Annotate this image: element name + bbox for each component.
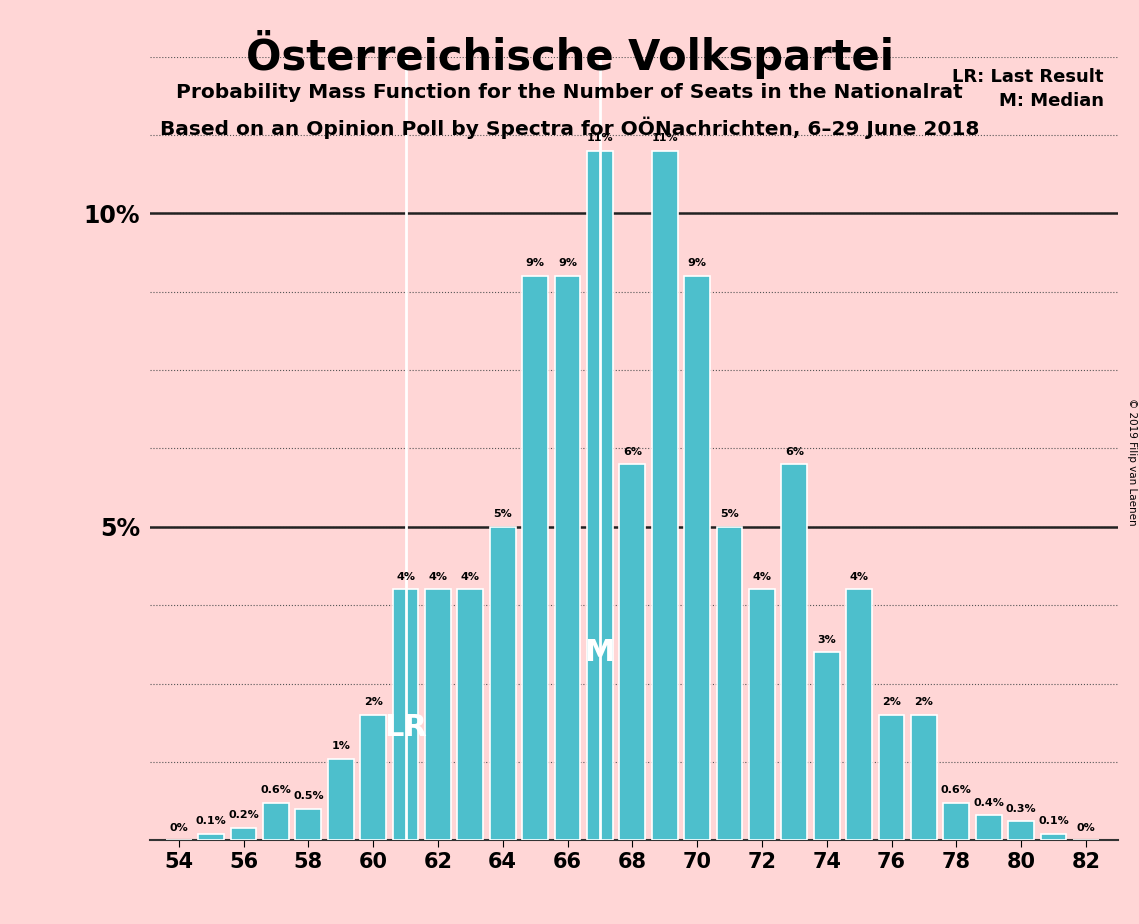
Text: 5%: 5%: [720, 509, 739, 519]
Text: LR: Last Result: LR: Last Result: [952, 68, 1104, 86]
Text: 4%: 4%: [850, 572, 869, 582]
Text: 4%: 4%: [428, 572, 448, 582]
Text: 0.1%: 0.1%: [196, 817, 227, 826]
Text: 6%: 6%: [785, 446, 804, 456]
Bar: [878, 715, 904, 840]
Text: 4%: 4%: [461, 572, 480, 582]
Bar: [813, 652, 839, 840]
Text: 5%: 5%: [493, 509, 513, 519]
Bar: [716, 527, 743, 840]
Bar: [943, 803, 969, 840]
Bar: [1041, 834, 1066, 840]
Bar: [846, 590, 872, 840]
Text: 0.6%: 0.6%: [261, 785, 292, 795]
Text: 1%: 1%: [331, 741, 350, 751]
Text: LR: LR: [384, 713, 427, 742]
Text: 4%: 4%: [753, 572, 771, 582]
Bar: [522, 276, 548, 840]
Bar: [393, 590, 418, 840]
Bar: [781, 464, 808, 840]
Text: 0.1%: 0.1%: [1038, 817, 1068, 826]
Text: 3%: 3%: [818, 635, 836, 645]
Text: 2%: 2%: [882, 698, 901, 708]
Text: 0%: 0%: [1076, 822, 1096, 833]
Text: M: Median: M: Median: [999, 91, 1104, 110]
Bar: [976, 815, 1001, 840]
Text: Based on an Opinion Poll by Spectra for OÖNachrichten, 6–29 June 2018: Based on an Opinion Poll by Spectra for …: [159, 116, 980, 139]
Text: Österreichische Volkspartei: Österreichische Volkspartei: [246, 30, 893, 79]
Bar: [230, 828, 256, 840]
Bar: [198, 834, 224, 840]
Text: 9%: 9%: [558, 259, 577, 269]
Text: 2%: 2%: [915, 698, 933, 708]
Text: 0.5%: 0.5%: [293, 791, 323, 801]
Bar: [587, 151, 613, 840]
Text: Probability Mass Function for the Number of Seats in the Nationalrat: Probability Mass Function for the Number…: [177, 83, 962, 103]
Text: 0%: 0%: [170, 822, 188, 833]
Text: 2%: 2%: [363, 698, 383, 708]
Bar: [458, 590, 483, 840]
Bar: [328, 759, 354, 840]
Bar: [1008, 821, 1034, 840]
Bar: [555, 276, 581, 840]
Bar: [620, 464, 646, 840]
Bar: [685, 276, 710, 840]
Text: 9%: 9%: [688, 259, 706, 269]
Bar: [911, 715, 937, 840]
Text: 0.6%: 0.6%: [941, 785, 972, 795]
Bar: [749, 590, 775, 840]
Text: 0.4%: 0.4%: [973, 797, 1005, 808]
Bar: [295, 808, 321, 840]
Text: 0.3%: 0.3%: [1006, 804, 1036, 814]
Text: 11%: 11%: [652, 133, 678, 143]
Bar: [425, 590, 451, 840]
Bar: [652, 151, 678, 840]
Bar: [263, 803, 289, 840]
Text: 0.2%: 0.2%: [228, 810, 259, 821]
Text: 11%: 11%: [587, 133, 613, 143]
Text: 4%: 4%: [396, 572, 415, 582]
Text: 6%: 6%: [623, 446, 641, 456]
Text: 9%: 9%: [525, 259, 544, 269]
Bar: [360, 715, 386, 840]
Bar: [490, 527, 516, 840]
Text: M: M: [584, 638, 615, 666]
Text: © 2019 Filip van Laenen: © 2019 Filip van Laenen: [1126, 398, 1137, 526]
